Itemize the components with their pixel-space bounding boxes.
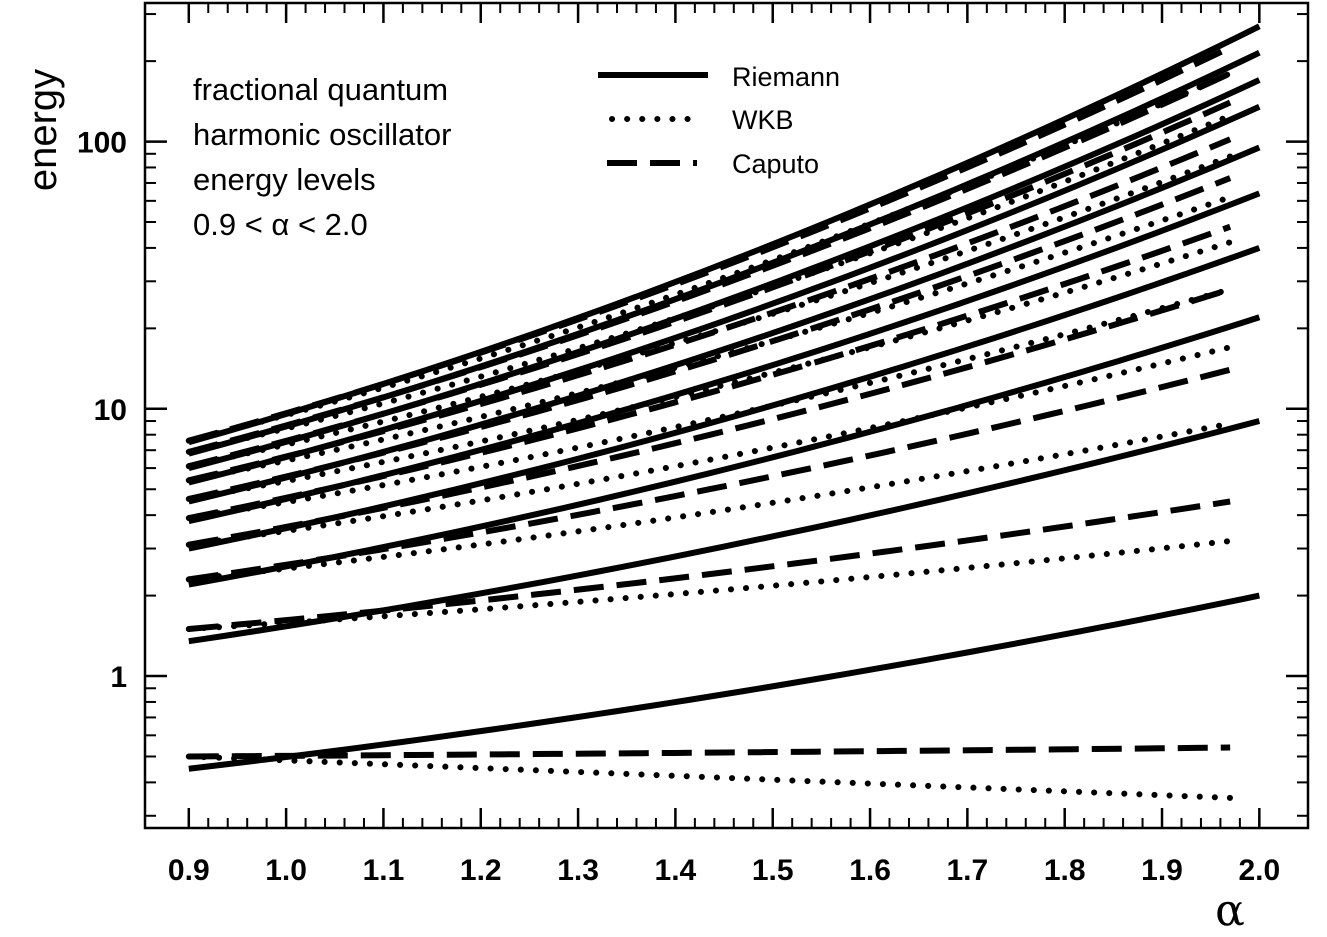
y-tick-label: 1: [110, 661, 127, 694]
x-tick-label: 1.5: [752, 854, 794, 887]
annotation-line-3: energy levels: [193, 162, 376, 197]
line-wkb-n0: [185, 753, 1234, 801]
line-caputo-n0: [188, 744, 1231, 760]
line-riemann-n0: [188, 592, 1260, 772]
annotation-line-4: 0.9 < α < 2.0: [193, 207, 368, 242]
x-tick-label: 1.7: [947, 854, 989, 887]
chart-annotation: fractional quantum harmonic oscillator e…: [193, 72, 451, 242]
line-caputo-n7: [188, 99, 1232, 470]
line-caputo-n6: [188, 136, 1232, 484]
line-wkb-n5: [185, 239, 1234, 502]
line-caputo-n3: [188, 286, 1232, 548]
y-tick-label: 100: [77, 127, 127, 160]
annotation-line-1: fractional quantum: [193, 72, 448, 107]
line-caputo-n1: [188, 498, 1231, 632]
line-caputo-n5: [188, 175, 1232, 502]
x-tick-label: 1.0: [265, 854, 307, 887]
plot-frame: [143, 1, 1310, 830]
x-tick-label: 1.6: [849, 854, 891, 887]
x-tick-label: 0.9: [168, 854, 210, 887]
line-wkb-n4: [185, 286, 1234, 522]
line-wkb-n8: [185, 112, 1234, 455]
annotation-line-2: harmonic oscillator: [193, 117, 451, 152]
line-wkb-n9: [185, 70, 1234, 444]
plot-series: [185, 23, 1261, 801]
series-caputo: [187, 44, 1232, 760]
x-axis-label: α: [1215, 885, 1245, 936]
axis-ticks: 0.9 1.0 1.1 1.2 1.3 1.4 1.5 1.6 1.7 1.8 1.9 2.0 1 10 1…: [77, 3, 1308, 887]
y-tick-label: 10: [94, 394, 127, 427]
x-tick-label: 1.2: [460, 854, 502, 887]
line-wkb-n2: [185, 420, 1234, 583]
y-axis-label: energy: [21, 69, 65, 191]
legend-label-riemann: Riemann: [732, 62, 840, 92]
x-tick-label: 1.1: [363, 854, 405, 887]
line-caputo-n4: [188, 223, 1232, 522]
line-caputo-n8: [188, 70, 1232, 455]
series-wkb: [185, 70, 1234, 801]
legend-label-caputo: Caputo: [732, 149, 819, 179]
legend: Riemann WKB Caputo: [598, 62, 840, 179]
minor-ticks: [145, 3, 1308, 828]
legend-label-wkb: WKB: [732, 105, 794, 135]
line-caputo-n2: [188, 366, 1231, 583]
x-tick-label: 1.4: [655, 854, 697, 887]
x-tick-label: 1.3: [557, 854, 599, 887]
line-wkb-n3: [185, 344, 1234, 548]
x-tick-label: 1.9: [1141, 854, 1183, 887]
x-tick-label: 2.0: [1238, 854, 1280, 887]
line-caputo-n9: [187, 44, 1232, 444]
x-tick-label: 1.8: [1044, 854, 1086, 887]
